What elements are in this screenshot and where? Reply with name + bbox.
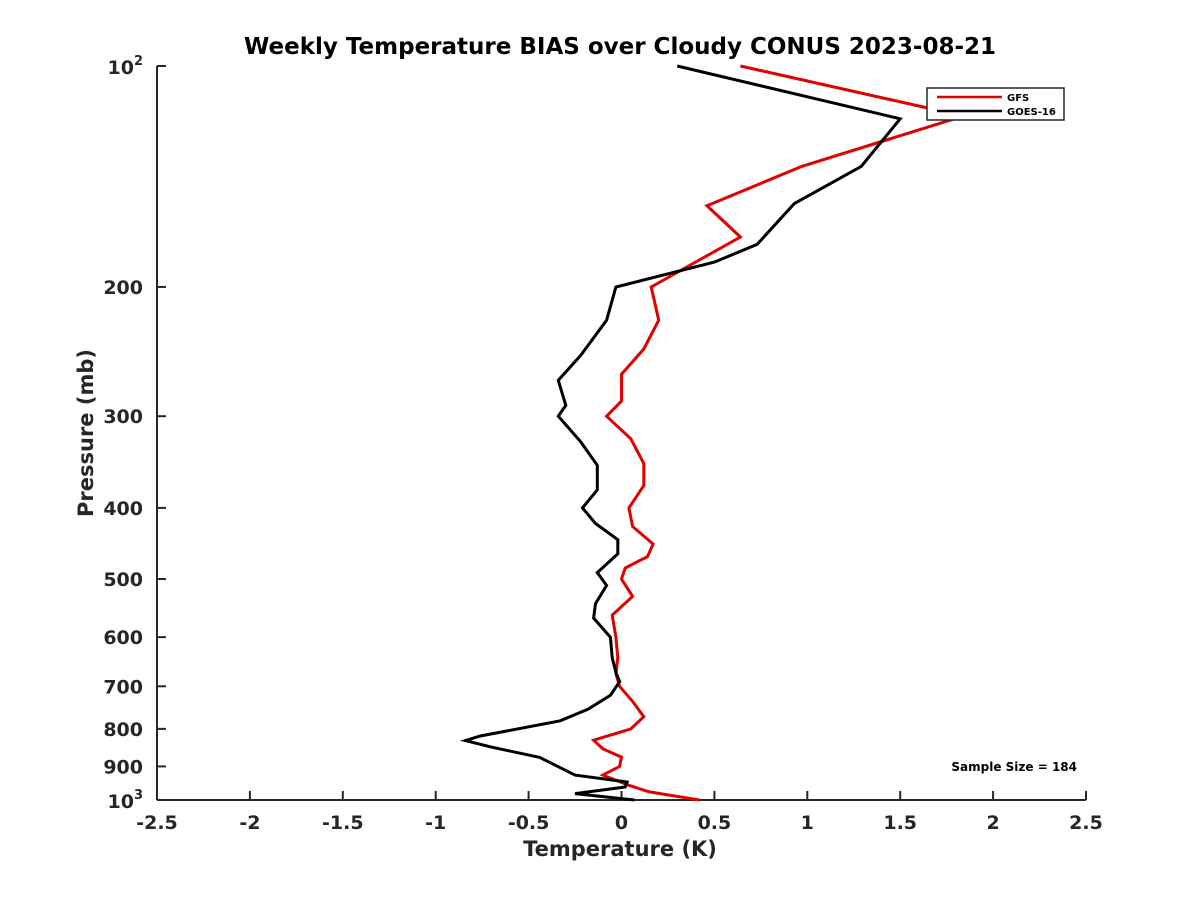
sample-size-annotation: Sample Size = 184 [951, 760, 1077, 774]
x-ticks: -2.5 -2 -1.5 -1 -0.5 0 0.5 1 1.5 2 2.5 [136, 791, 1103, 834]
legend-label-goes16: GOES-16 [1007, 107, 1056, 118]
y-tick-label-power: 102 [108, 54, 144, 79]
x-axis-title: Temperature (K) [523, 837, 717, 861]
y-tick-label: 200 [103, 277, 143, 299]
x-tick-label: 0.5 [698, 812, 732, 834]
series-line-gfs [590, 64, 970, 802]
x-tick-label: -2.5 [136, 812, 178, 834]
y-tick-label: 500 [103, 569, 143, 591]
legend[interactable]: GFS GOES-16 [926, 87, 1065, 121]
y-tick-label-exponent: 2 [134, 54, 143, 69]
x-tick-label: 1 [801, 812, 814, 834]
chart-title: Weekly Temperature BIAS over Cloudy CONU… [244, 34, 996, 60]
legend-label-gfs: GFS [1007, 93, 1029, 104]
x-tick-label: 2 [986, 812, 999, 834]
y-tick-label: 300 [103, 406, 143, 428]
x-tick-label: -1.5 [322, 812, 364, 834]
x-tick-label: -2 [239, 812, 260, 834]
y-tick-label: 700 [103, 676, 143, 698]
y-tick-label-exponent: 3 [134, 788, 143, 803]
series-group [459, 64, 970, 802]
y-tick-label: 600 [103, 627, 143, 649]
y-axis-title: Pressure (mb) [74, 349, 98, 517]
plot-area: -2.5 -2 -1.5 -1 -0.5 0 0.5 1 1.5 2 2.5 200 300 400 50… [103, 54, 1103, 834]
legend-box [926, 87, 1065, 121]
y-tick-label-base: 10 [108, 791, 134, 813]
y-tick-label: 400 [103, 498, 143, 520]
x-tick-label: -1 [425, 812, 446, 834]
x-tick-label: -0.5 [508, 812, 550, 834]
x-tick-label: 2.5 [1069, 812, 1103, 834]
y-tick-label-base: 10 [108, 57, 134, 79]
x-tick-label: 0 [615, 812, 628, 834]
y-tick-label: 800 [103, 719, 143, 741]
x-tick-label: 1.5 [883, 812, 917, 834]
y-tick-label-power: 103 [108, 788, 144, 813]
series-line-goes-16 [459, 64, 903, 802]
y-tick-label: 900 [103, 756, 143, 778]
